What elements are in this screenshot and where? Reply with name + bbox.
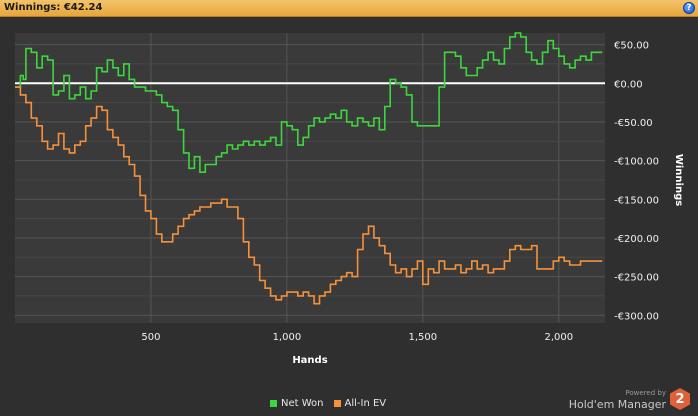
y-tick-label: €0.00 — [614, 79, 643, 90]
legend-label-net-won: Net Won — [281, 397, 324, 409]
x-tick-label: 2,000 — [544, 332, 573, 343]
x-tick-label: 1,000 — [273, 332, 302, 343]
y-tick-label: -€250.00 — [614, 273, 659, 284]
x-axis: 500 1,000 1,500 2,000 — [141, 332, 573, 343]
y-tick-label: -€100.00 — [614, 157, 659, 168]
legend-swatch-net-won — [270, 399, 277, 407]
y-axis-title: Winnings — [673, 154, 684, 206]
series-line-net-won — [15, 32, 603, 173]
y-tick-label: -€200.00 — [614, 234, 659, 245]
y-tick-label: €50.00 — [614, 41, 649, 52]
y-tick-label: -€50.00 — [614, 118, 653, 129]
y-tick-label: -€150.00 — [614, 195, 659, 206]
brand-name: Hold'em Manager — [568, 398, 666, 411]
y-axis: €50.00 €0.00 -€50.00 -€100.00 -€150.00 -€200.… — [614, 41, 659, 323]
legend-net-won[interactable]: Net Won — [270, 398, 324, 409]
winnings-chart: €50.00 €0.00 -€50.00 -€100.00 -€150.00 -€200.… — [15, 32, 684, 366]
help-icon[interactable]: ? — [683, 2, 695, 14]
x-axis-title: Hands — [292, 355, 327, 366]
legend-label-all-in-ev: All-In EV — [344, 397, 387, 409]
brand-logo-icon: 2 — [670, 388, 690, 410]
window-title: Winnings: €42.24 — [4, 2, 103, 13]
plot-background — [15, 33, 605, 323]
legend-all-in-ev[interactable]: All-In EV — [333, 397, 387, 409]
legend-swatch-all-in-ev — [333, 399, 341, 407]
series-layer — [15, 32, 603, 305]
x-tick-label: 500 — [141, 332, 160, 343]
y-tick-label: -€300.00 — [614, 311, 659, 322]
title-bar: Winnings: €42.24 ? — [0, 0, 698, 17]
brand-watermark: Powered by Hold'em Manager 2 — [569, 384, 690, 410]
x-tick-label: 1,500 — [409, 332, 438, 343]
legend: Net Won All-In EV — [270, 396, 386, 410]
powered-by-text: Powered by — [625, 389, 666, 397]
series-line-all-in-ev — [15, 86, 603, 305]
